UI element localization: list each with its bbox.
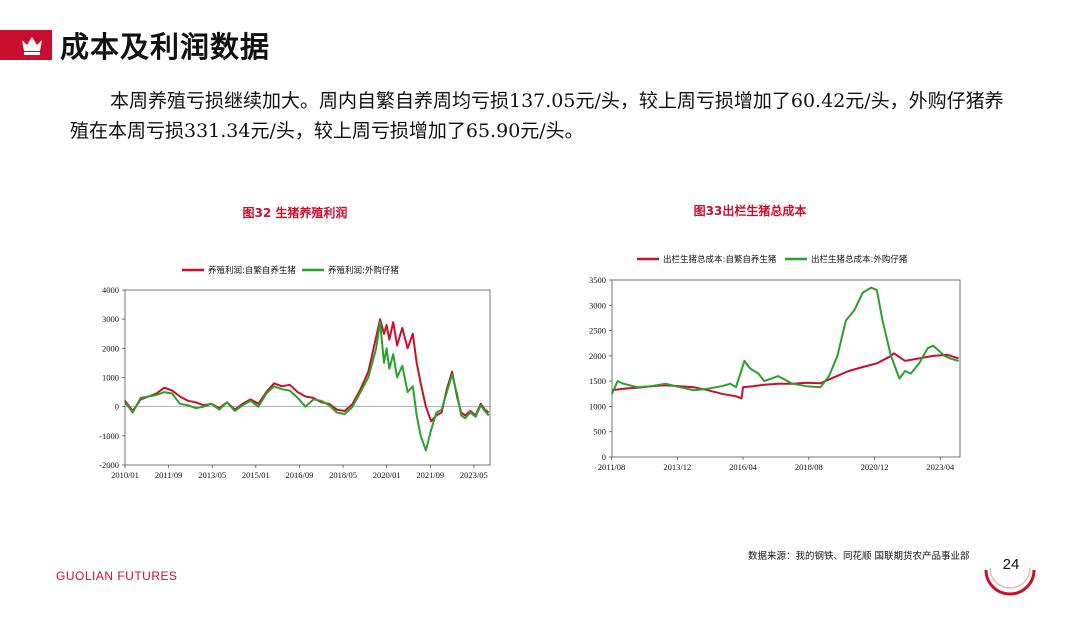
y-tick-label: 3000 — [102, 314, 119, 324]
crown-icon — [22, 37, 42, 55]
x-tick-label: 2013/12 — [663, 462, 691, 472]
y-tick-label: 2000 — [589, 351, 606, 361]
series-line-1 — [611, 286, 959, 395]
chart-title-cost: 图33出栏生猪总成本 — [693, 204, 807, 218]
x-tick-label: 2011/09 — [155, 470, 183, 480]
y-tick-label: 1000 — [102, 373, 119, 383]
plot-frame — [611, 279, 961, 458]
series-line-1 — [124, 321, 490, 452]
x-tick-label: 2018/08 — [795, 462, 823, 472]
page-number: 24 — [1002, 556, 1020, 573]
y-tick-label: 0 — [115, 402, 119, 412]
legend-label-0: 出栏生猪总成本:自繁自养生猪 — [663, 254, 777, 265]
y-tick-label: 3500 — [589, 275, 606, 285]
y-tick-label: 0 — [602, 452, 606, 462]
header-accent-bar — [0, 30, 52, 60]
legend-label-0: 养殖利润:自繁自养生猪 — [208, 265, 296, 276]
y-tick-label: 1500 — [589, 376, 606, 386]
x-tick-label: 2020/01 — [373, 470, 401, 480]
y-tick-label: 1000 — [589, 401, 606, 411]
x-tick-label: 2016/04 — [729, 462, 758, 472]
x-tick-label: 2013/05 — [198, 470, 226, 480]
x-tick-label: 2023/04 — [926, 462, 955, 472]
x-tick-label: 2021/09 — [416, 470, 444, 480]
y-tick-label: 500 — [593, 427, 606, 437]
x-tick-label: 2020/12 — [861, 462, 889, 472]
y-tick-label: 4000 — [102, 285, 119, 295]
page-title: 成本及利润数据 — [60, 30, 271, 64]
x-tick-label: 2016/09 — [285, 470, 313, 480]
brand-logo-text: GUOLIAN FUTURES — [56, 569, 178, 583]
x-tick-label: 2018/05 — [329, 470, 357, 480]
y-tick-label: 2500 — [589, 326, 606, 336]
y-tick-label: -1000 — [99, 431, 119, 441]
x-tick-label: 2011/08 — [598, 462, 626, 472]
series-line-0 — [611, 352, 959, 400]
summary-paragraph: 本周养殖亏损继续加大。周内自繁自养周均亏损137.05元/头，较上周亏损增加了6… — [70, 90, 1004, 142]
data-source: 数据来源：我的钢铁、同花顺 国联期货农产品事业部 — [748, 551, 970, 562]
legend-label-1: 养殖利润:外购仔猪 — [328, 265, 399, 276]
y-tick-label: -2000 — [99, 460, 119, 470]
legend-label-1: 出栏生猪总成本:外购仔猪 — [811, 254, 908, 265]
y-tick-label: 2000 — [102, 343, 119, 353]
y-tick-label: 3000 — [589, 300, 606, 310]
page-number-arc — [984, 567, 1036, 596]
plot-frame — [124, 289, 491, 466]
x-tick-label: 2010/01 — [111, 470, 139, 480]
x-tick-label: 2023/05 — [460, 470, 488, 480]
chart-title-profit: 图32 生猪养殖利润 — [242, 206, 348, 220]
x-tick-label: 2015/01 — [242, 470, 270, 480]
